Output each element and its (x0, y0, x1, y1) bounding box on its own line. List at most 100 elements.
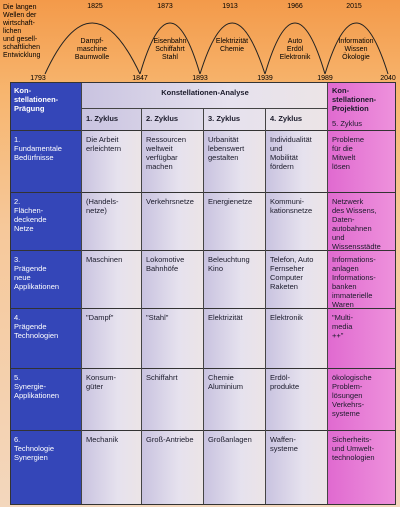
table-cell: Telefon, Auto Fernseher Computer Raketen (266, 250, 328, 308)
cell-line: produkte (270, 382, 300, 391)
cell-line: verfügbar (146, 153, 178, 162)
analysis-title: Konstellationen-Analyse (161, 88, 249, 97)
cell-line: Aluminium (208, 382, 244, 391)
row-label-line: 6. (14, 435, 21, 444)
cell-line: ökologische (332, 373, 372, 382)
row-label-line: 3. (14, 255, 21, 264)
table-cell: Ressourcen weltweit verfügbar machen (142, 130, 204, 192)
row-label-line: Synergie- (14, 382, 47, 391)
cell-line: Beleuchtung (208, 255, 250, 264)
table-cell: Elektronik (266, 308, 328, 368)
cell-line: machen (146, 162, 173, 171)
row-label: 3. Prägende neue Applikationen (10, 250, 82, 308)
cell-line: Elektrizität (208, 313, 243, 322)
cell-line: Raketen (270, 282, 298, 291)
cell-line: Chemie (208, 373, 234, 382)
cell-line: Problem- (332, 382, 363, 391)
cell-line: lebenswert (208, 144, 245, 153)
table-cell: Waffen-systeme (266, 430, 328, 505)
cell-line: Energienetze (208, 197, 253, 206)
cell-line: Mobilität (270, 153, 298, 162)
cell-line: Waren (332, 300, 354, 309)
row-label-line: Technologien (14, 331, 59, 340)
cell-line: ++" (332, 331, 344, 340)
year-label: 1847 (132, 75, 148, 82)
cell-line: Informations- (332, 255, 376, 264)
cell-line: Die Arbeit (86, 135, 119, 144)
cell-line: anlagen (332, 264, 359, 273)
cell-line: systeme (332, 409, 360, 418)
cell-line: Groß-Antriebe (146, 435, 194, 444)
intro-line: schaftlichen (3, 44, 40, 51)
table-cell: Beleuchtung Kino (204, 250, 266, 308)
table-cell: Kommuni-kationsnetze (266, 192, 328, 250)
wave-label-line: maschine (77, 46, 107, 53)
wave-label-line: Dampf- (80, 38, 104, 45)
wave (324, 22, 389, 75)
cell-line: "Multi- (332, 313, 353, 322)
cell-line: (Handels- (86, 197, 119, 206)
row-label-line: deckende (14, 215, 47, 224)
cell-line: Schiffahrt (146, 373, 178, 382)
cell-line: banken (332, 282, 357, 291)
cell-line: "Stahl" (146, 313, 169, 322)
cell-line: "Dampf" (86, 313, 114, 322)
row-label-line: Applikationen (14, 282, 60, 291)
table-cell: Energienetze (204, 192, 266, 250)
row-label-line: 1. (14, 135, 21, 144)
header-rule (82, 108, 328, 109)
row-label: 6. Technologie Synergien (10, 430, 82, 505)
header-line: stellationen- (332, 95, 377, 104)
cycle-header: 4. Zyklus (270, 114, 302, 123)
cell-line: kationsnetze (270, 206, 313, 215)
table-cell: Chemie Aluminium (204, 368, 266, 430)
wave-label-line: Eisenbahn (153, 38, 187, 45)
table-cell: Groß-Antriebe (142, 430, 204, 505)
table-cell: Lokomotive Bahnhöfe (142, 250, 204, 308)
cell-line: Daten- (332, 215, 355, 224)
cell-line: Konsum- (86, 373, 117, 382)
waves (44, 22, 389, 75)
cell-line: des Wissens, (332, 206, 377, 215)
row-label-line: neue (14, 273, 31, 282)
row-label-line: 2. (14, 197, 21, 206)
year: 1825 (83, 2, 107, 11)
year-label: 2040 (380, 75, 396, 82)
wave-label: Dampf-maschine Baumwolle (66, 38, 118, 62)
intro-line: Wellen der (3, 12, 37, 19)
cycle-header: 1. Zyklus (86, 114, 118, 123)
table-cell: Individualität und Mobilität fördern (266, 130, 328, 192)
table-cell: Probleme für die Mitwelt lösen (328, 130, 396, 192)
column-rule (203, 108, 204, 505)
wave (139, 22, 201, 75)
year-label: 1989 (317, 75, 333, 82)
intro: Die langen Wellen der wirtschaft-lichen und… (3, 4, 55, 60)
row-label: 1. Fundamentale Bedürfnisse (10, 130, 82, 192)
cell-line: lösungen (332, 391, 363, 400)
cell-line: Individualität (270, 135, 312, 144)
row-label-line: Technologie (14, 444, 55, 453)
cell-line: technologien (332, 453, 375, 462)
wave-label-line: Chemie (219, 46, 245, 53)
year: 2040 (376, 74, 400, 83)
year: 2015 (342, 2, 366, 11)
cycle-label: 5. Zyklus (332, 119, 363, 128)
row-label-line: Applikationen (14, 391, 60, 400)
wave-label-line: Stahl (162, 54, 178, 61)
cell-line: Mechanik (86, 435, 119, 444)
column-rule (327, 82, 328, 505)
table-cell: "Multi-media ++" (328, 308, 396, 368)
table-cell: Die Arbeit erleichtern (82, 130, 142, 192)
cell-line: erleichtern (86, 144, 122, 153)
cell-line: Probleme (332, 135, 365, 144)
table-cell: Verkehrsnetze (142, 192, 204, 250)
year-label: 1966 (287, 3, 303, 10)
table-cell: Schiffahrt (142, 368, 204, 430)
year: 1989 (313, 74, 337, 83)
wave-label: Information Wissen Ökologie (330, 38, 382, 62)
cell-line: gestalten (208, 153, 239, 162)
cell-line: Verkehrs- (332, 400, 365, 409)
cell-line: autobahnen (332, 224, 372, 233)
cell-line: Informations- (332, 273, 376, 282)
